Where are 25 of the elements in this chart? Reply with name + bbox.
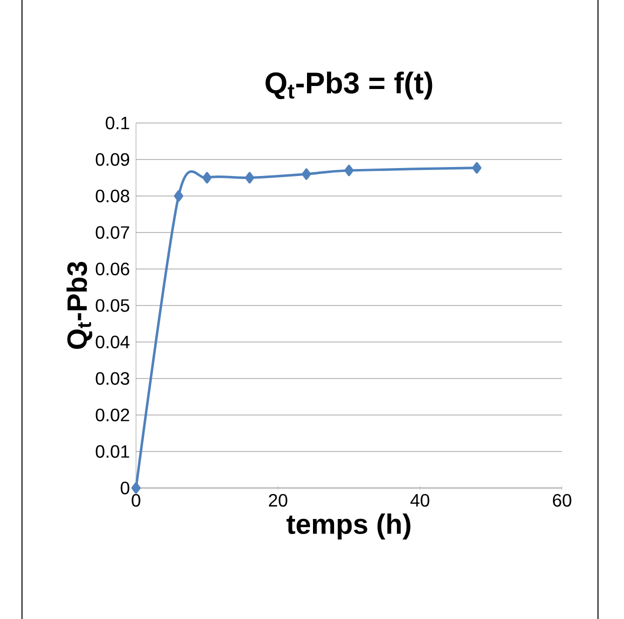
point bbox=[174, 190, 184, 202]
point bbox=[472, 162, 482, 174]
y-tick-label: 0.02 bbox=[96, 408, 130, 422]
point bbox=[202, 172, 212, 184]
text: Q$_{t}$-Pb3 bbox=[66, 262, 92, 349]
point bbox=[131, 482, 141, 494]
y-tick-label: 0.09 bbox=[96, 153, 130, 166]
y-tick-label: 0.03 bbox=[96, 372, 130, 385]
y-tick-label: 0.07 bbox=[96, 226, 130, 239]
y-tick-label: 0.04 bbox=[96, 336, 130, 348]
x-tick-label: 40 bbox=[410, 494, 430, 507]
y-tick-label: 0.01 bbox=[96, 445, 130, 458]
y-tick-label: 0 bbox=[120, 482, 130, 494]
point bbox=[344, 164, 354, 176]
x-tick-label: 20 bbox=[268, 494, 288, 507]
x-tick-label: 0 bbox=[132, 494, 140, 507]
point bbox=[245, 172, 254, 184]
chart-title: Q$_{t}$-Pb3 = f(t) bbox=[266, 72, 432, 100]
y-tick-label: 0.1 bbox=[106, 116, 130, 130]
x-tick-label: 60 bbox=[552, 494, 572, 507]
y-tick-label: 0.08 bbox=[96, 190, 130, 202]
y-tick-label: 0.06 bbox=[96, 262, 130, 276]
point bbox=[302, 168, 312, 180]
y-tick-label: 0.05 bbox=[96, 299, 130, 312]
x-axis-title: temps (h) bbox=[286, 514, 410, 540]
